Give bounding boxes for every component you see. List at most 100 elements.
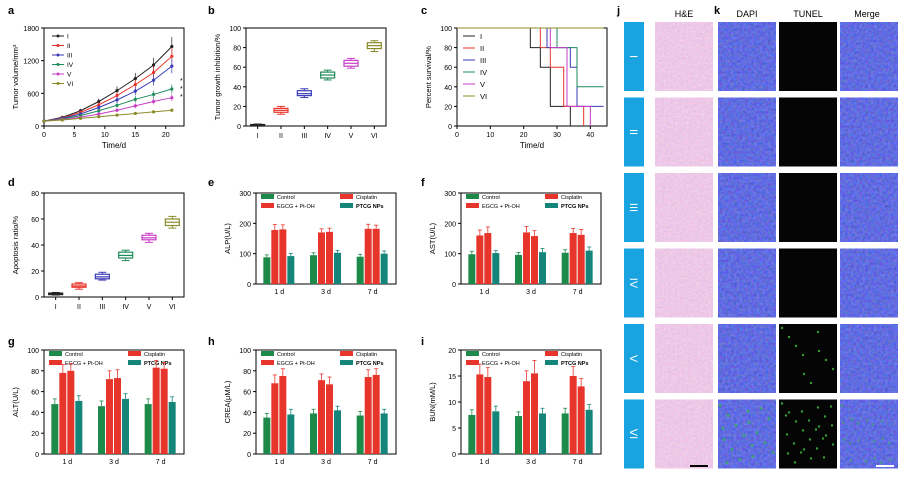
legend-marker (56, 82, 60, 85)
tunel-signal (809, 457, 813, 460)
plot-frame (245, 27, 387, 127)
bar (569, 233, 577, 284)
y-tick-label: 0 (452, 282, 456, 289)
bar (515, 416, 522, 454)
bar (484, 377, 492, 454)
series-line (43, 109, 172, 122)
x-tick-label: 7 d (156, 459, 166, 466)
x-tick-label: 3 d (526, 289, 536, 296)
y-tick-label: 40 (243, 410, 251, 417)
y-axis-label: Apoptosis ratio/% (11, 215, 20, 274)
tunel-signal (817, 425, 821, 428)
tunel-signal (821, 437, 825, 440)
significance-mark: * (180, 94, 183, 101)
row-label: V (627, 355, 639, 363)
legend-swatch (466, 360, 479, 365)
dapi-green-overlay (759, 407, 763, 410)
y-tick-label: 200 (239, 221, 251, 228)
merge-image (840, 399, 898, 469)
legend-label: V (67, 72, 72, 79)
bar (114, 378, 121, 454)
tunel-signal (809, 381, 813, 385)
legend-swatch (340, 203, 353, 208)
bar (263, 257, 271, 284)
tunel-signal (830, 424, 834, 427)
tunel-signal (807, 419, 811, 422)
merge-image (840, 22, 898, 91)
bar (372, 228, 380, 284)
y-tick-label: 20 (243, 431, 251, 438)
legend-label: VI (480, 92, 487, 101)
y-axis-label: Tumor growth inhibition/% (213, 33, 222, 120)
bar (539, 413, 546, 454)
row-label: II (627, 129, 639, 135)
bar (515, 254, 522, 284)
column-header-merge: Merge (854, 9, 880, 19)
bar (585, 409, 593, 454)
tunel-signal (780, 326, 784, 330)
bar (531, 236, 538, 284)
y-tick-label: 600 (27, 91, 39, 98)
legend-swatch (261, 360, 274, 365)
he-image (655, 399, 713, 469)
legend-swatch (49, 360, 62, 365)
he-image (655, 22, 713, 91)
bar (326, 384, 333, 454)
dapi-green-overlay (721, 427, 725, 430)
bar (585, 250, 593, 284)
dapi-green-overlay (751, 455, 755, 458)
tunel-image (779, 173, 837, 242)
plot-frame (43, 192, 185, 298)
tunel-signal (816, 406, 820, 409)
y-axis-label: ALT(U/L) (11, 387, 20, 417)
tunel-signal (799, 451, 803, 454)
x-tick-label: III (99, 304, 105, 311)
legend-marker (56, 72, 60, 76)
bar (279, 376, 287, 454)
y-tick-label: 200 (444, 221, 456, 228)
panel-f-ast-chart: f 0 100 200 300 AST(U/L) Control Cisplatin EGCG … (421, 177, 602, 296)
merge-green-overlay (881, 437, 885, 440)
bar (492, 253, 500, 284)
plot-frame (456, 27, 608, 127)
x-tick-label: II (279, 133, 283, 140)
legend-label: EGCG + Pt-OH (277, 204, 315, 210)
tunel-signal (794, 420, 798, 423)
bar (279, 229, 287, 284)
merge-green-overlay (871, 423, 875, 426)
legend-marker (56, 53, 60, 57)
x-tick-label: III (301, 133, 307, 140)
panel-label: e (208, 177, 214, 189)
x-tick-label: 1 d (62, 459, 72, 466)
tunel-signal (816, 330, 820, 334)
bar (523, 381, 530, 454)
legend-swatch (545, 203, 558, 208)
x-tick-label: 3 d (526, 459, 536, 466)
panel-label: f (421, 177, 425, 189)
tunel-signal (793, 461, 797, 464)
legend-swatch (466, 351, 479, 356)
tunel-signal (792, 442, 796, 445)
series-line (43, 88, 172, 122)
y-tick-label: 20 (448, 348, 456, 355)
x-tick-label: 1 d (479, 289, 489, 296)
tunel-signal (780, 402, 784, 405)
bar (476, 235, 484, 284)
tunel-image (779, 248, 837, 318)
legend-swatch (545, 360, 558, 365)
merge-green-overlay (872, 440, 876, 443)
y-axis-label: Percent survival/% (424, 46, 433, 108)
bar (51, 404, 59, 454)
series-line (43, 65, 173, 122)
x-tick-label: 7 d (368, 459, 378, 466)
merge-green-overlay (840, 404, 844, 407)
dapi-green-overlay (767, 417, 771, 420)
bar (59, 372, 67, 454)
tunel-signal (794, 344, 798, 348)
y-tick-label: 40 (31, 410, 39, 417)
legend-label: III (67, 53, 73, 60)
x-tick-label: 3 d (321, 459, 331, 466)
dapi-image (718, 399, 776, 469)
